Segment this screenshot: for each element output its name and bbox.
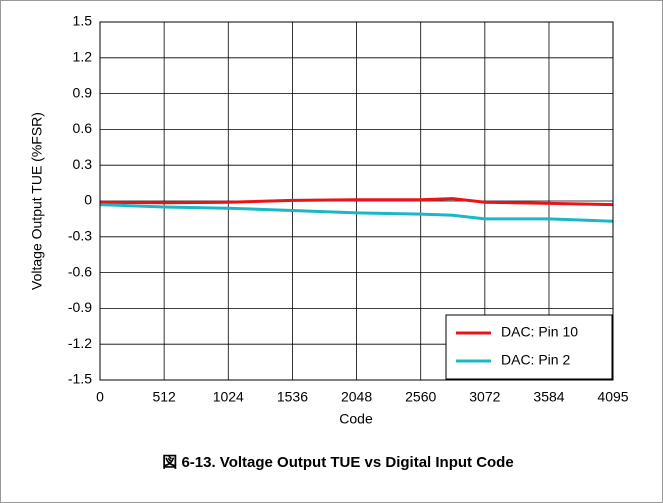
x-tick-label: 3072 [469,389,500,405]
data-line [99,197,614,207]
y-tick-label: -1.5 [68,371,92,387]
y-axis-label: Voltage Output TUE (%FSR) [29,112,45,290]
plot-border [99,21,614,381]
y-tick-label: -0.9 [68,299,92,315]
y-tick-label: -1.2 [68,335,92,351]
x-tick-label: 3584 [533,389,564,405]
x-tick-label: 512 [152,389,176,405]
data-line [99,203,614,223]
x-tick-label: 1536 [277,389,308,405]
y-tick-label: 0.9 [73,84,93,100]
x-tick-label: 1024 [213,389,244,405]
y-tick-label: 1.5 [73,13,93,29]
x-tick-label: 2560 [405,389,436,405]
chart-title: 図 6-13. Voltage Output TUE vs Digital In… [162,454,513,471]
y-tick-label: 0.3 [73,156,93,172]
y-tick-label: 1.2 [73,49,93,65]
x-tick-label: 0 [96,389,104,405]
y-tick-label: 0.6 [73,120,93,136]
legend-box [445,314,613,380]
y-tick-label: -0.6 [68,263,92,279]
y-tick-label: 0 [84,192,92,208]
legend-label: DAC: Pin 2 [501,352,570,368]
legend-label: DAC: Pin 10 [501,324,578,340]
x-axis-label: Code [339,411,373,427]
y-tick-label: -0.3 [68,228,92,244]
x-tick-label: 4095 [597,389,628,405]
x-tick-label: 2048 [341,389,372,405]
